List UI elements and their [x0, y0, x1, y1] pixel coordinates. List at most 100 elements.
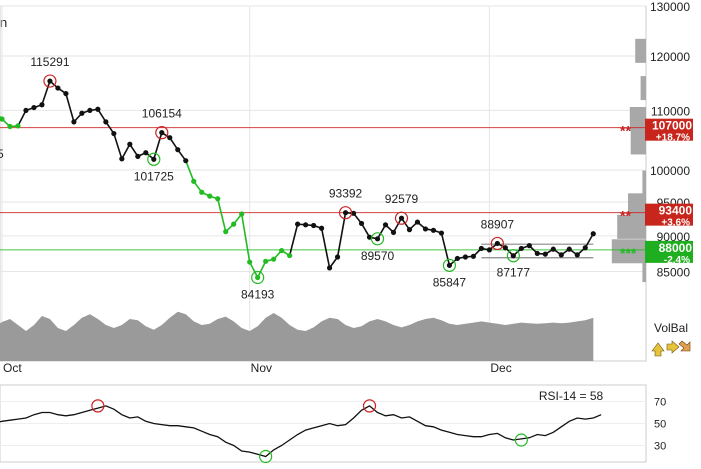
price-point — [47, 78, 53, 84]
level-tag-bg — [645, 240, 693, 263]
pivot-markers: 115291 106154 101725 84193 93392 89570 92579 85… — [30, 55, 530, 301]
price-series — [0, 78, 596, 281]
x-tick-label: Oct — [3, 361, 22, 375]
left-cut-label: 5 — [0, 147, 4, 161]
level-tag-bg — [645, 118, 693, 141]
price-point — [518, 245, 524, 252]
volume-balance-label: VolBal — [654, 321, 688, 335]
price-point — [526, 243, 532, 249]
main-plot-frame — [0, 5, 647, 362]
price-point — [111, 130, 117, 137]
pivot-circle — [490, 236, 504, 251]
rsi-markers — [91, 399, 528, 464]
price-point — [63, 90, 69, 97]
price-segment — [336, 212, 347, 258]
price-point — [414, 219, 421, 225]
price-point — [534, 250, 540, 257]
level-stars: *** — [620, 245, 637, 261]
price-segment — [113, 133, 123, 160]
price-point — [502, 245, 508, 251]
pivot-circle — [43, 74, 57, 88]
price-point — [87, 107, 93, 114]
price-point — [207, 193, 213, 199]
price-point — [151, 156, 157, 162]
price-point — [478, 245, 484, 252]
price-point — [454, 255, 461, 262]
price-point — [71, 119, 77, 125]
price-point — [183, 158, 189, 164]
price-point — [550, 246, 556, 252]
price-point — [135, 153, 141, 159]
price-point — [215, 196, 221, 202]
price-point — [263, 258, 269, 264]
level-tag-value: 93400 — [659, 204, 693, 218]
rsi-series — [0, 405, 602, 458]
rsi-tick-label: 70 — [654, 397, 666, 409]
price-segment — [41, 80, 51, 106]
volume-profile-bar — [617, 214, 646, 239]
rsi-y-axis: 30 50 70 — [0, 397, 666, 453]
price-point — [382, 222, 389, 228]
rsi-marker — [259, 449, 273, 464]
price-point — [15, 123, 21, 129]
pivot-circle — [155, 126, 169, 140]
price-point — [430, 227, 437, 233]
rsi-panel: 30 50 70 RSI-14 = 58 — [0, 384, 666, 464]
pivot-label: 85847 — [433, 275, 467, 289]
price-point — [390, 229, 397, 235]
pivot-circle — [147, 152, 161, 166]
x-tick-label: Nov — [251, 361, 272, 375]
pivot-label: 115291 — [30, 55, 69, 69]
price-point — [143, 150, 149, 156]
price-point — [287, 252, 293, 259]
price-point — [39, 102, 45, 108]
price-segment — [376, 224, 387, 240]
price-point — [486, 247, 492, 253]
price-segment — [17, 110, 27, 127]
price-point — [334, 254, 341, 260]
level-tag-value: 88000 — [659, 241, 693, 255]
pivot-label: 101725 — [134, 169, 174, 183]
y-tick-label: 110000 — [651, 104, 690, 118]
price-point — [422, 226, 429, 232]
pivot-label: 89570 — [361, 249, 395, 263]
level-tag-pct: +3.6% — [661, 218, 690, 229]
rsi-marker — [514, 433, 528, 447]
price-point — [271, 256, 277, 262]
price-point — [406, 227, 413, 233]
volume-profile-bar — [642, 170, 646, 195]
level-stars: ** — [620, 208, 631, 224]
price-segment — [288, 223, 299, 256]
pivot-label: 87177 — [497, 266, 531, 280]
price-point — [31, 104, 37, 111]
price-point — [318, 225, 325, 231]
price-segment — [65, 93, 75, 123]
price-point — [462, 254, 469, 260]
pivot-circle — [338, 206, 353, 220]
pivot-circle — [506, 249, 520, 263]
price-point — [350, 210, 357, 216]
price-point — [342, 210, 349, 216]
price-point — [566, 246, 572, 252]
price-point — [494, 240, 500, 247]
price-point — [295, 221, 301, 227]
x-tick-label: Dec — [490, 361, 511, 375]
price-point — [167, 135, 173, 141]
pivot-label: 106154 — [142, 107, 182, 121]
price-point — [582, 245, 588, 251]
rsi-marker — [362, 399, 377, 413]
price-segment — [121, 143, 131, 160]
price-point — [7, 123, 13, 130]
price-point — [119, 156, 125, 162]
volume-balance-area — [0, 311, 594, 361]
pivot-label: 93392 — [329, 187, 363, 201]
price-point — [103, 119, 109, 125]
pivot-circle — [251, 270, 265, 285]
price-point — [247, 259, 253, 265]
price-point — [175, 147, 181, 153]
page-title-fragment: n — [0, 15, 7, 30]
price-segment — [320, 228, 331, 269]
price-segment — [153, 132, 163, 160]
price-point — [127, 141, 133, 147]
